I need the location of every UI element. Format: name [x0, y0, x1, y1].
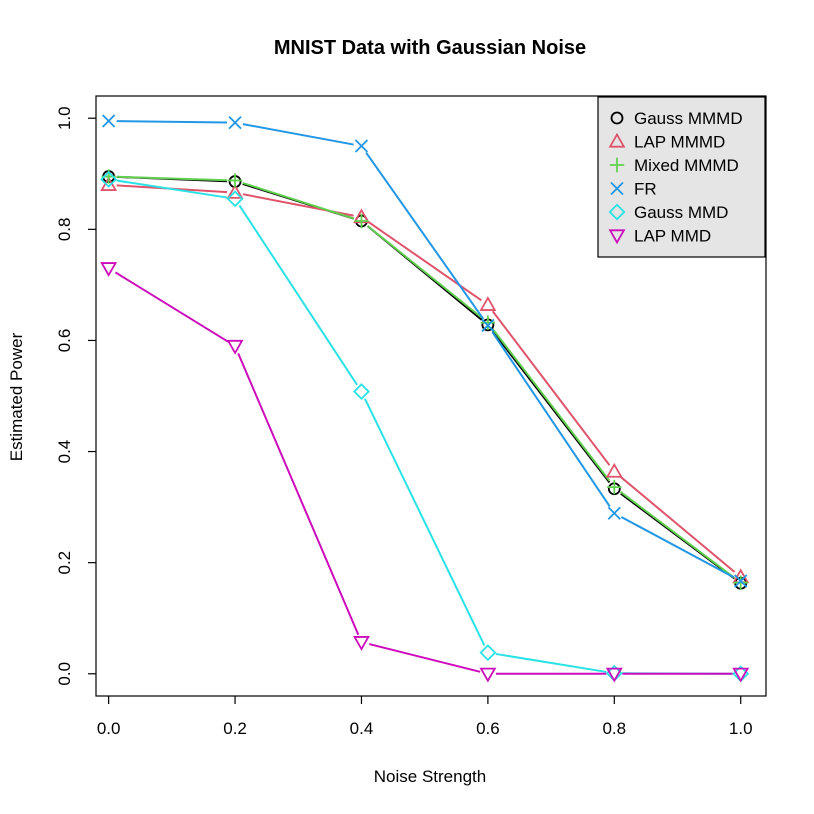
data-point: [100, 262, 118, 277]
y-axis-ticks: 0.0 0.2 0.4 0.6 0.8 1.0: [55, 106, 96, 686]
legend-entry: LAP MMMD: [634, 133, 725, 152]
data-point: [607, 479, 622, 495]
y-tick-label: 0.6: [55, 329, 74, 353]
x-tick-label: 1.0: [729, 719, 753, 738]
legend-entry: Gauss MMD: [634, 203, 728, 222]
y-tick-label: 0.0: [55, 662, 74, 686]
x-tick-label: 0.6: [476, 719, 500, 738]
chart-title: MNIST Data with Gaussian Noise: [274, 37, 586, 59]
data-point: [479, 296, 497, 311]
legend-entry: LAP MMD: [634, 227, 711, 246]
x-axis-ticks: 0.0 0.2 0.4 0.6 0.8 1.0: [97, 696, 753, 738]
y-tick-label: 0.2: [55, 551, 74, 575]
y-axis-label: Estimated Power: [7, 332, 26, 461]
legend-box: [597, 96, 766, 258]
legend-marker: [610, 181, 624, 196]
data-point: [226, 339, 244, 355]
data-point: [353, 636, 370, 651]
data-point: [100, 170, 118, 188]
data-point: [352, 383, 370, 401]
data-point: [607, 506, 621, 520]
data-point: [480, 315, 496, 330]
legend-marker: [608, 203, 626, 221]
x-tick-label: 0.4: [350, 719, 374, 738]
y-tick-label: 0.4: [55, 440, 74, 464]
series-markers: [100, 114, 750, 683]
data-point: [732, 667, 750, 683]
legend: Gauss MMMD LAP MMMD Mixed MMMD FR Gauss MMD L…: [597, 96, 766, 258]
series-lines: [114, 120, 736, 675]
series-line: [116, 179, 733, 675]
series-line: [114, 271, 733, 675]
legend-entry: Gauss MMMD: [634, 109, 743, 128]
legend-marker: [609, 157, 625, 173]
data-point: [354, 213, 369, 229]
x-axis-label: Noise Strength: [374, 767, 486, 786]
legend-marker: [608, 132, 626, 148]
legend-entry: FR: [634, 180, 657, 199]
data-point: [354, 139, 369, 153]
legend-entry: Mixed MMMD: [634, 156, 739, 175]
data-point: [102, 114, 116, 128]
data-point: [479, 667, 497, 683]
data-point: [733, 575, 748, 590]
y-tick-label: 1.0: [55, 106, 74, 130]
x-tick-label: 0.8: [602, 719, 626, 738]
series-line: [116, 175, 735, 579]
data-point: [605, 462, 623, 478]
y-tick-label: 0.8: [55, 218, 74, 242]
data-point: [227, 173, 243, 188]
plot-frame: [95, 95, 767, 697]
series-line: [116, 120, 735, 579]
data-point: [228, 116, 242, 130]
data-point: [226, 183, 244, 199]
data-point: [481, 318, 495, 333]
legend-marker: [608, 229, 626, 245]
data-point: [479, 644, 497, 662]
x-tick-label: 0.2: [223, 719, 247, 738]
x-tick-label: 0.0: [97, 719, 121, 738]
data-point: [734, 574, 748, 588]
legend-marker: [610, 111, 624, 125]
data-point: [226, 190, 244, 208]
data-point: [605, 667, 623, 683]
